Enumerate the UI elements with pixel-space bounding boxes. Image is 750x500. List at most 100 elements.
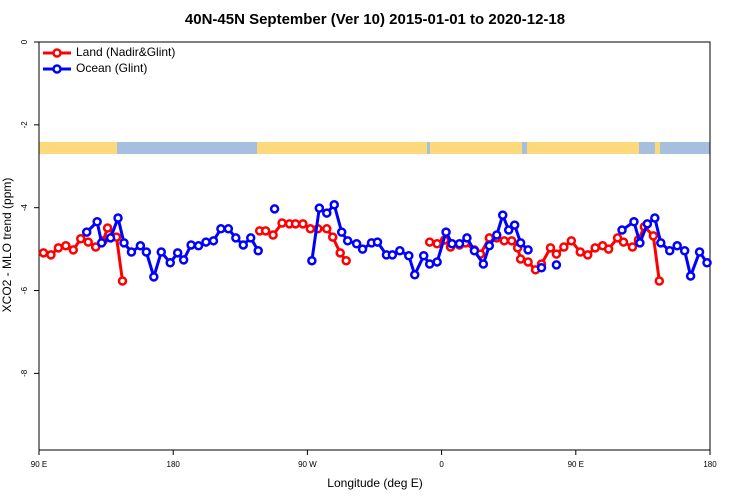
data-point <box>509 220 520 230</box>
data-point <box>664 246 675 256</box>
data-point <box>238 240 249 250</box>
data-point <box>335 248 345 258</box>
data-point <box>277 218 287 228</box>
data-point <box>327 232 338 242</box>
legend-marker <box>52 48 62 58</box>
data-point <box>329 200 339 210</box>
data-point <box>432 257 442 267</box>
data-point <box>590 243 600 253</box>
data-point <box>92 217 102 227</box>
data-point <box>96 238 107 248</box>
data-point <box>395 246 405 256</box>
data-point <box>165 258 175 268</box>
data-point <box>679 246 690 256</box>
data-point <box>314 203 325 213</box>
data-point <box>503 225 514 235</box>
data-point <box>135 241 146 251</box>
data-point <box>478 259 489 269</box>
legend-label: Land (Nadir&Glint) <box>76 45 175 59</box>
data-point <box>515 238 526 248</box>
data-point <box>336 227 347 237</box>
data-point <box>81 227 92 237</box>
surface-strip <box>39 142 710 154</box>
data-point <box>201 237 211 247</box>
data-point <box>656 238 666 248</box>
data-point <box>178 255 189 265</box>
data-point <box>260 226 271 236</box>
y-tick-label: 0 <box>20 39 29 44</box>
data-point <box>642 219 653 229</box>
data-point <box>38 248 49 258</box>
data-point <box>83 237 93 247</box>
data-point <box>141 247 152 257</box>
data-point <box>357 244 368 254</box>
data-point <box>223 224 234 234</box>
data-point <box>149 272 159 282</box>
data-point <box>617 225 627 235</box>
data-point <box>245 233 256 243</box>
data-point <box>305 224 316 234</box>
data-point <box>268 230 278 240</box>
data-point <box>269 204 280 214</box>
data-point <box>172 248 183 258</box>
data-point <box>298 219 308 229</box>
data-point <box>424 259 435 269</box>
data-point <box>46 250 56 260</box>
data-point <box>76 234 86 244</box>
x-tick-label: 90 E <box>568 460 584 469</box>
data-point <box>566 236 577 246</box>
data-point <box>372 237 383 247</box>
data-point <box>117 276 128 286</box>
data-point <box>432 238 442 249</box>
data-point <box>351 238 362 249</box>
data-point <box>231 233 241 243</box>
data-point <box>650 213 660 223</box>
data-point <box>469 246 480 256</box>
data-point <box>672 241 682 251</box>
data-point <box>322 224 332 234</box>
data-point <box>290 219 301 229</box>
data-point <box>193 241 204 251</box>
data-point <box>582 250 593 260</box>
data-point <box>253 246 263 256</box>
data-point <box>462 233 472 243</box>
data-point <box>322 208 332 218</box>
x-tick-label: 90 E <box>31 460 47 469</box>
legend-marker <box>52 64 62 74</box>
data-point <box>506 236 517 246</box>
data-point <box>523 245 533 255</box>
data-point <box>410 270 420 280</box>
x-axis-label: Longitude (deg E) <box>327 476 422 490</box>
data-point <box>551 260 562 270</box>
data-point <box>126 247 137 257</box>
data-point <box>654 276 665 286</box>
plot-frame <box>38 41 711 451</box>
data-point <box>559 242 569 252</box>
data-point <box>694 247 705 257</box>
data-point <box>551 249 562 259</box>
data-point <box>484 241 495 251</box>
data-point <box>307 255 317 266</box>
data-point <box>499 236 509 246</box>
data-point <box>208 236 219 246</box>
y-tick-label: -2 <box>20 121 29 129</box>
data-point <box>61 241 71 251</box>
data-point <box>702 258 712 268</box>
data-point <box>113 213 123 223</box>
data-point <box>618 237 629 247</box>
data-point <box>186 240 196 250</box>
x-tick-label: 180 <box>167 460 181 469</box>
chart-title: 40N-45N September (Ver 10) 2015-01-01 to… <box>185 11 565 28</box>
data-point <box>441 227 451 237</box>
y-tick-label: -6 <box>20 286 29 294</box>
x-tick-label: 90 W <box>298 460 317 469</box>
y-tick-label: -8 <box>20 369 29 377</box>
data-point <box>119 238 129 248</box>
data-point <box>603 244 614 254</box>
data-point <box>492 230 502 240</box>
data-point <box>575 247 586 257</box>
data-point <box>424 237 435 247</box>
y-tick-label: -4 <box>20 204 29 212</box>
data-point <box>341 255 351 266</box>
